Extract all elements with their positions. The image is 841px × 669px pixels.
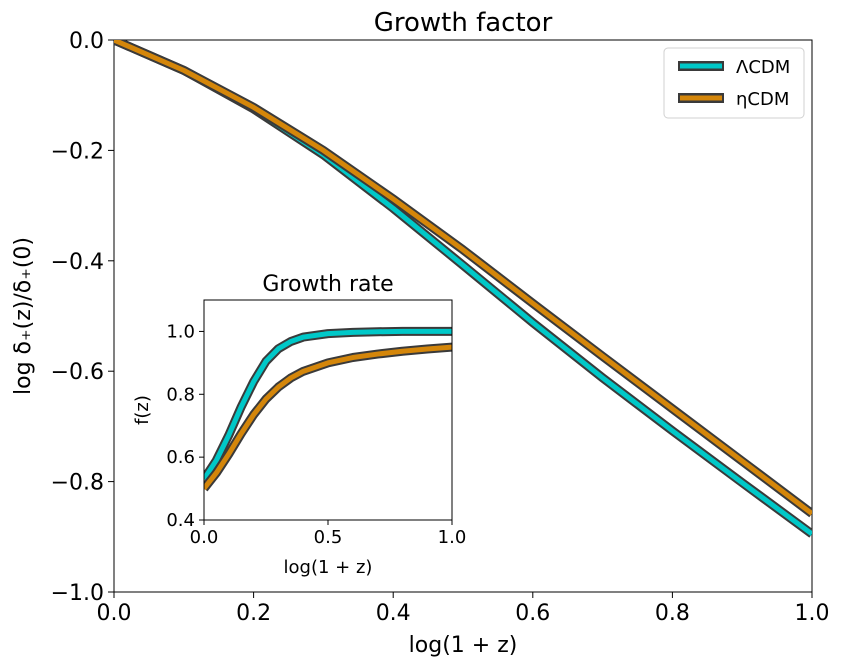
y-tick-label: 0.4 — [166, 510, 195, 531]
y-tick-label: 1.0 — [166, 321, 195, 342]
legend: ΛCDM ηCDM — [663, 47, 805, 119]
x-tick-label: 0.6 — [515, 601, 550, 626]
x-tick-label: 0.0 — [190, 527, 219, 548]
y-tick-label: 0.6 — [166, 447, 195, 468]
y-tick-label: −0.8 — [51, 471, 104, 496]
x-tick-label: 0.8 — [655, 601, 690, 626]
inset-series-lines — [204, 326, 452, 492]
main-chart-title: Growth factor — [374, 8, 553, 38]
x-tick-label: 0.0 — [97, 601, 132, 626]
main-y-axis-label: log δ₊(z)/δ₊(0) — [11, 237, 36, 395]
x-tick-label: 0.4 — [376, 601, 411, 626]
y-tick-label: −0.4 — [51, 250, 104, 275]
inset-axis-ticks: 0.0 0.5 1.0 0.4 0.6 0.8 1.0 — [166, 321, 466, 548]
y-tick-label: 0.8 — [166, 384, 195, 405]
y-tick-label: −0.2 — [51, 139, 104, 164]
main-axis-ticks: 0.0 0.2 0.4 0.6 0.8 1.0 0.0 −0.2 −0.4 −0.6 −0.8 −1.… — [51, 29, 830, 626]
x-tick-label: 0.5 — [314, 527, 343, 548]
y-tick-label: −1.0 — [51, 581, 104, 606]
inset-title: Growth rate — [262, 272, 393, 297]
growth-factor-chart: Growth factor 0.0 0.2 0.4 0.6 0.8 1.0 0.0 −0.2 −… — [11, 8, 830, 658]
x-tick-label: 1.0 — [795, 601, 830, 626]
series-line-cdm — [204, 344, 452, 491]
inset-y-axis-label: f(z) — [132, 395, 153, 425]
growth-rate-inset: Growth rate 0.0 0.5 1.0 0.4 0.6 0.8 1.0 log(1 … — [132, 272, 466, 578]
main-series-lines — [114, 40, 812, 538]
main-plot-frame — [113, 39, 813, 593]
x-tick-label: 1.0 — [438, 527, 467, 548]
y-tick-label: −0.6 — [51, 360, 104, 385]
inset-x-axis-label: log(1 + z) — [284, 557, 373, 578]
series-line-cdm — [204, 328, 452, 481]
x-tick-label: 0.2 — [236, 601, 271, 626]
legend-label-lcdm: ΛCDM — [736, 57, 790, 78]
y-tick-label: 0.0 — [69, 29, 104, 54]
series-line-cdm — [114, 40, 812, 516]
legend-label-etacdm: ηCDM — [736, 89, 789, 110]
main-x-axis-label: log(1 + z) — [409, 633, 518, 658]
